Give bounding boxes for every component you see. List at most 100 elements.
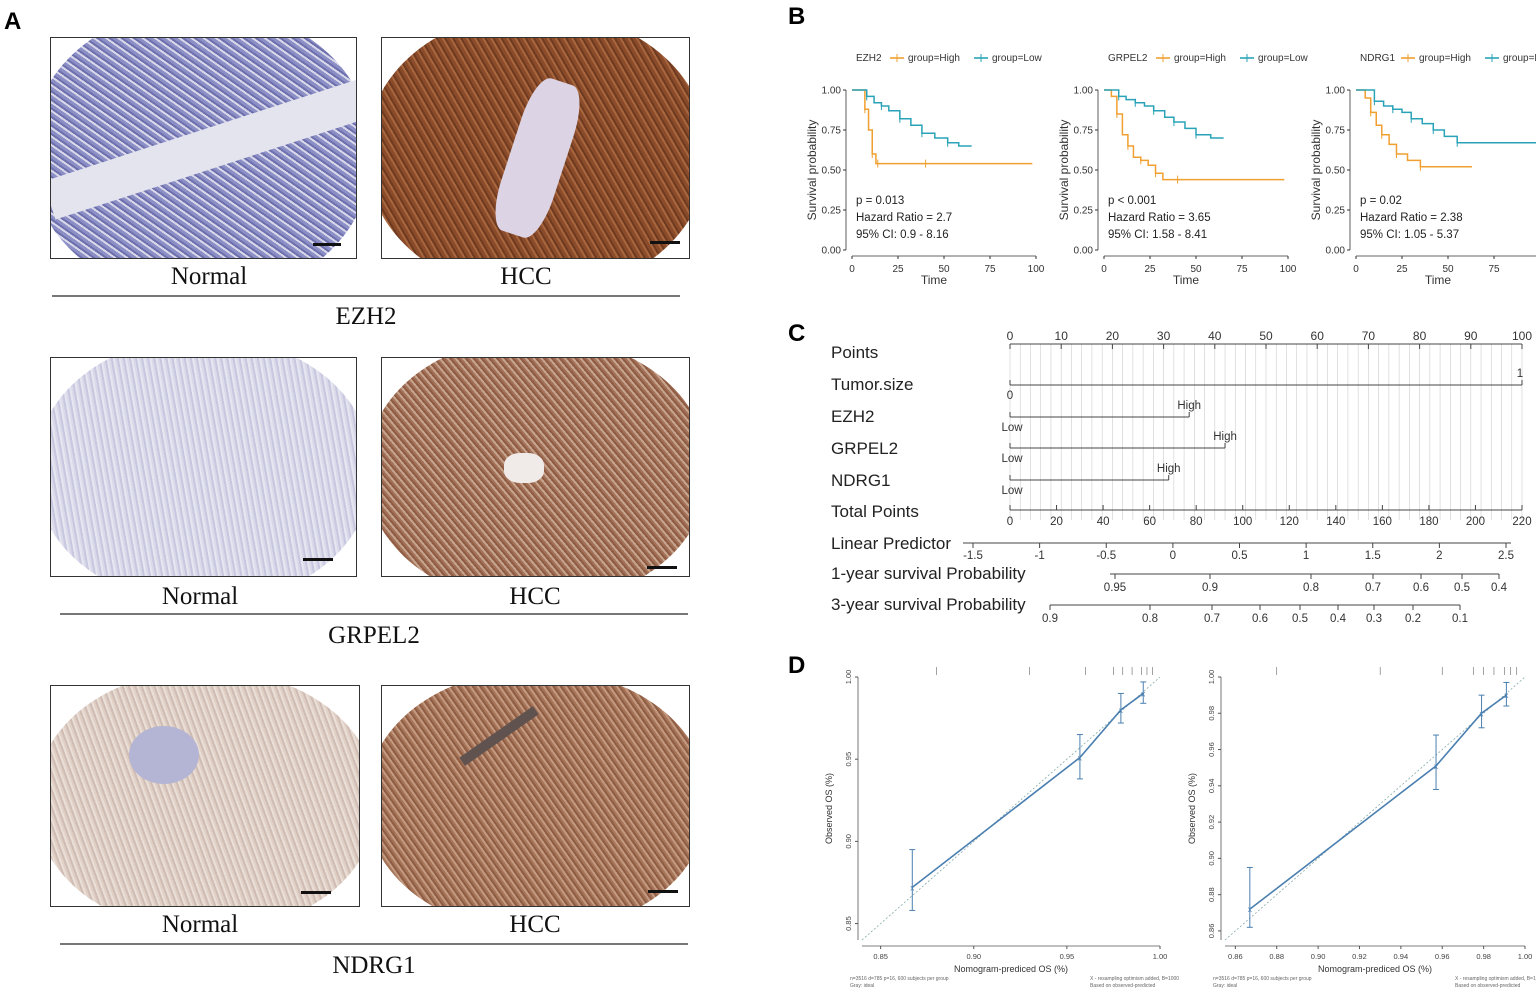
y-tick-label: 1.00 <box>1074 86 1094 97</box>
stat-annotation-1: Hazard Ratio = 2.7 <box>856 212 952 224</box>
ihc-image-ezh2-normal <box>50 37 357 259</box>
y3-tick-label: 0.9 <box>1042 613 1058 625</box>
legend-title: GRPEL2 <box>1108 53 1148 64</box>
y1-tick-label: 0.6 <box>1413 582 1429 594</box>
y-tick-label: 0.00 <box>1074 246 1094 257</box>
y-axis-label: Survival probability <box>805 120 819 221</box>
y-tick-label: 0.86 <box>1207 924 1216 939</box>
x-tick-label: 1.00 <box>1518 952 1533 961</box>
y-tick-label: 0.94 <box>1207 779 1216 794</box>
legend-title: NDRG1 <box>1360 53 1395 64</box>
caption-hcc-ndrg1: HCC <box>509 911 561 938</box>
x-tick-label: 75 <box>984 264 996 275</box>
lp-tick-label: -1 <box>1035 550 1045 562</box>
point-marker: x <box>1078 754 1082 763</box>
nomogram-row-label-3: GRPEL2 <box>831 439 899 458</box>
x-tick-label: 50 <box>1442 264 1454 275</box>
km-curve-0 <box>852 89 1033 165</box>
y-axis-label: Observed OS (%) <box>1187 773 1197 844</box>
stat-annotation-2: 95% CI: 0.9 - 8.16 <box>856 229 949 241</box>
x-axis-label: Time <box>921 273 948 287</box>
variable-low-label: Low <box>1001 485 1023 497</box>
footnote-left: n=3516 d=785 p=16, 600 subjects per grou… <box>850 976 949 982</box>
y-axis-label: Survival probability <box>1057 120 1071 221</box>
ihc-image-ndrg1-hcc <box>381 685 690 907</box>
y-tick-label: 0.50 <box>822 166 842 177</box>
legend-title: EZH2 <box>856 53 882 64</box>
y-tick-label: 0.95 <box>844 752 853 767</box>
caption-hcc-grpel2: HCC <box>509 583 561 610</box>
stat-annotation-0: p < 0.001 <box>1108 195 1156 207</box>
footnote-right: Based on observed-predicted <box>1090 983 1156 989</box>
points-tick-label: 100 <box>1512 330 1532 343</box>
km-chart-1: EZH2 group=High group=Low 0.00 0.25 0.50 0.75 1… <box>805 53 1045 287</box>
x-tick-label: 50 <box>938 264 950 275</box>
legend-label-0: group=High <box>908 53 960 64</box>
x-tick-label: 0.86 <box>1228 952 1243 961</box>
ihc-image-grpel2-normal <box>50 357 357 577</box>
points-tick-label: 30 <box>1157 330 1171 343</box>
point-marker: x <box>1504 691 1508 700</box>
points-tick-label: 50 <box>1259 330 1273 343</box>
y1-tick-label: 0.95 <box>1104 582 1126 594</box>
nomogram-row-label-0: Points <box>831 343 879 362</box>
y-tick-label: 1.00 <box>1207 670 1216 685</box>
divider-grpel2 <box>60 613 688 615</box>
variable-low-label: 0 <box>1007 390 1013 402</box>
variable-high-label: High <box>1157 463 1181 475</box>
calibration-line <box>1249 694 1507 910</box>
total-tick-label: 140 <box>1326 516 1345 528</box>
y3-tick-label: 0.4 <box>1330 613 1347 625</box>
x-axis-label: Time <box>1173 273 1200 287</box>
y-tick-label: 0.50 <box>1326 166 1346 177</box>
y-tick-label: 0.25 <box>822 206 842 217</box>
point-marker: x <box>1248 905 1252 914</box>
y-tick-label: 0.00 <box>822 246 842 257</box>
calibration-line <box>911 692 1144 889</box>
x-tick-label: 75 <box>1236 264 1248 275</box>
point-marker: x <box>1119 706 1123 715</box>
point-marker: x <box>1141 689 1145 698</box>
x-axis-label: Time <box>1425 273 1452 287</box>
x-tick-label: 75 <box>1488 264 1500 275</box>
legend-label-0: group=High <box>1419 53 1471 64</box>
x-tick-label: 0.95 <box>1060 952 1075 961</box>
x-tick-label: 0.96 <box>1435 952 1450 961</box>
y-tick-label: 0.25 <box>1326 206 1346 217</box>
variable-high-label: High <box>1213 431 1237 443</box>
x-tick-label: 0 <box>1101 264 1107 275</box>
gene-label-ezh2: EZH2 <box>335 303 397 330</box>
y3-tick-label: 0.3 <box>1366 613 1382 625</box>
x-axis-label: Nomogram-prediced OS (%) <box>1318 964 1432 974</box>
x-tick-label: 0 <box>849 264 855 275</box>
y1-tick-label: 0.9 <box>1202 582 1218 594</box>
divider-ezh2 <box>52 295 680 297</box>
legend-label-1: group=Low <box>992 53 1043 64</box>
x-tick-label: 25 <box>1144 264 1156 275</box>
footnote-left: Gray: ideal <box>1213 983 1237 989</box>
caption-hcc-ezh2: HCC <box>500 263 552 290</box>
gene-label-ndrg1: NDRG1 <box>332 952 416 979</box>
km-survival-plots: EZH2 group=High group=Low 0.00 0.25 0.50 0.75 1… <box>805 53 1536 287</box>
x-tick-label: 0.88 <box>1269 952 1284 961</box>
points-tick-label: 90 <box>1464 330 1478 343</box>
total-tick-label: 0 <box>1007 516 1013 528</box>
y3-tick-label: 0.5 <box>1292 613 1308 625</box>
total-tick-label: 120 <box>1280 516 1299 528</box>
y1-tick-label: 0.7 <box>1365 582 1381 594</box>
y-tick-label: 1.00 <box>1326 86 1346 97</box>
y3-tick-label: 0.8 <box>1142 613 1158 625</box>
y-tick-label: 1.00 <box>844 670 853 685</box>
total-tick-label: 20 <box>1050 516 1063 528</box>
y-tick-label: 0.92 <box>1207 815 1216 830</box>
lp-tick-label: -0.5 <box>1096 550 1116 562</box>
nomogram-row-label-5: Total Points <box>831 502 919 521</box>
ihc-image-ezh2-hcc <box>381 37 690 259</box>
point-marker: x <box>910 883 914 892</box>
lp-tick-label: 1 <box>1303 550 1309 562</box>
stat-annotation-0: p = 0.02 <box>1360 195 1402 207</box>
y3-tick-label: 0.2 <box>1405 613 1421 625</box>
stat-annotation-1: Hazard Ratio = 3.65 <box>1108 212 1211 224</box>
km-chart-3: NDRG1 group=High group=Low 0.00 0.25 0.50 0.75… <box>1309 53 1536 287</box>
x-tick-label: 0.90 <box>1311 952 1326 961</box>
